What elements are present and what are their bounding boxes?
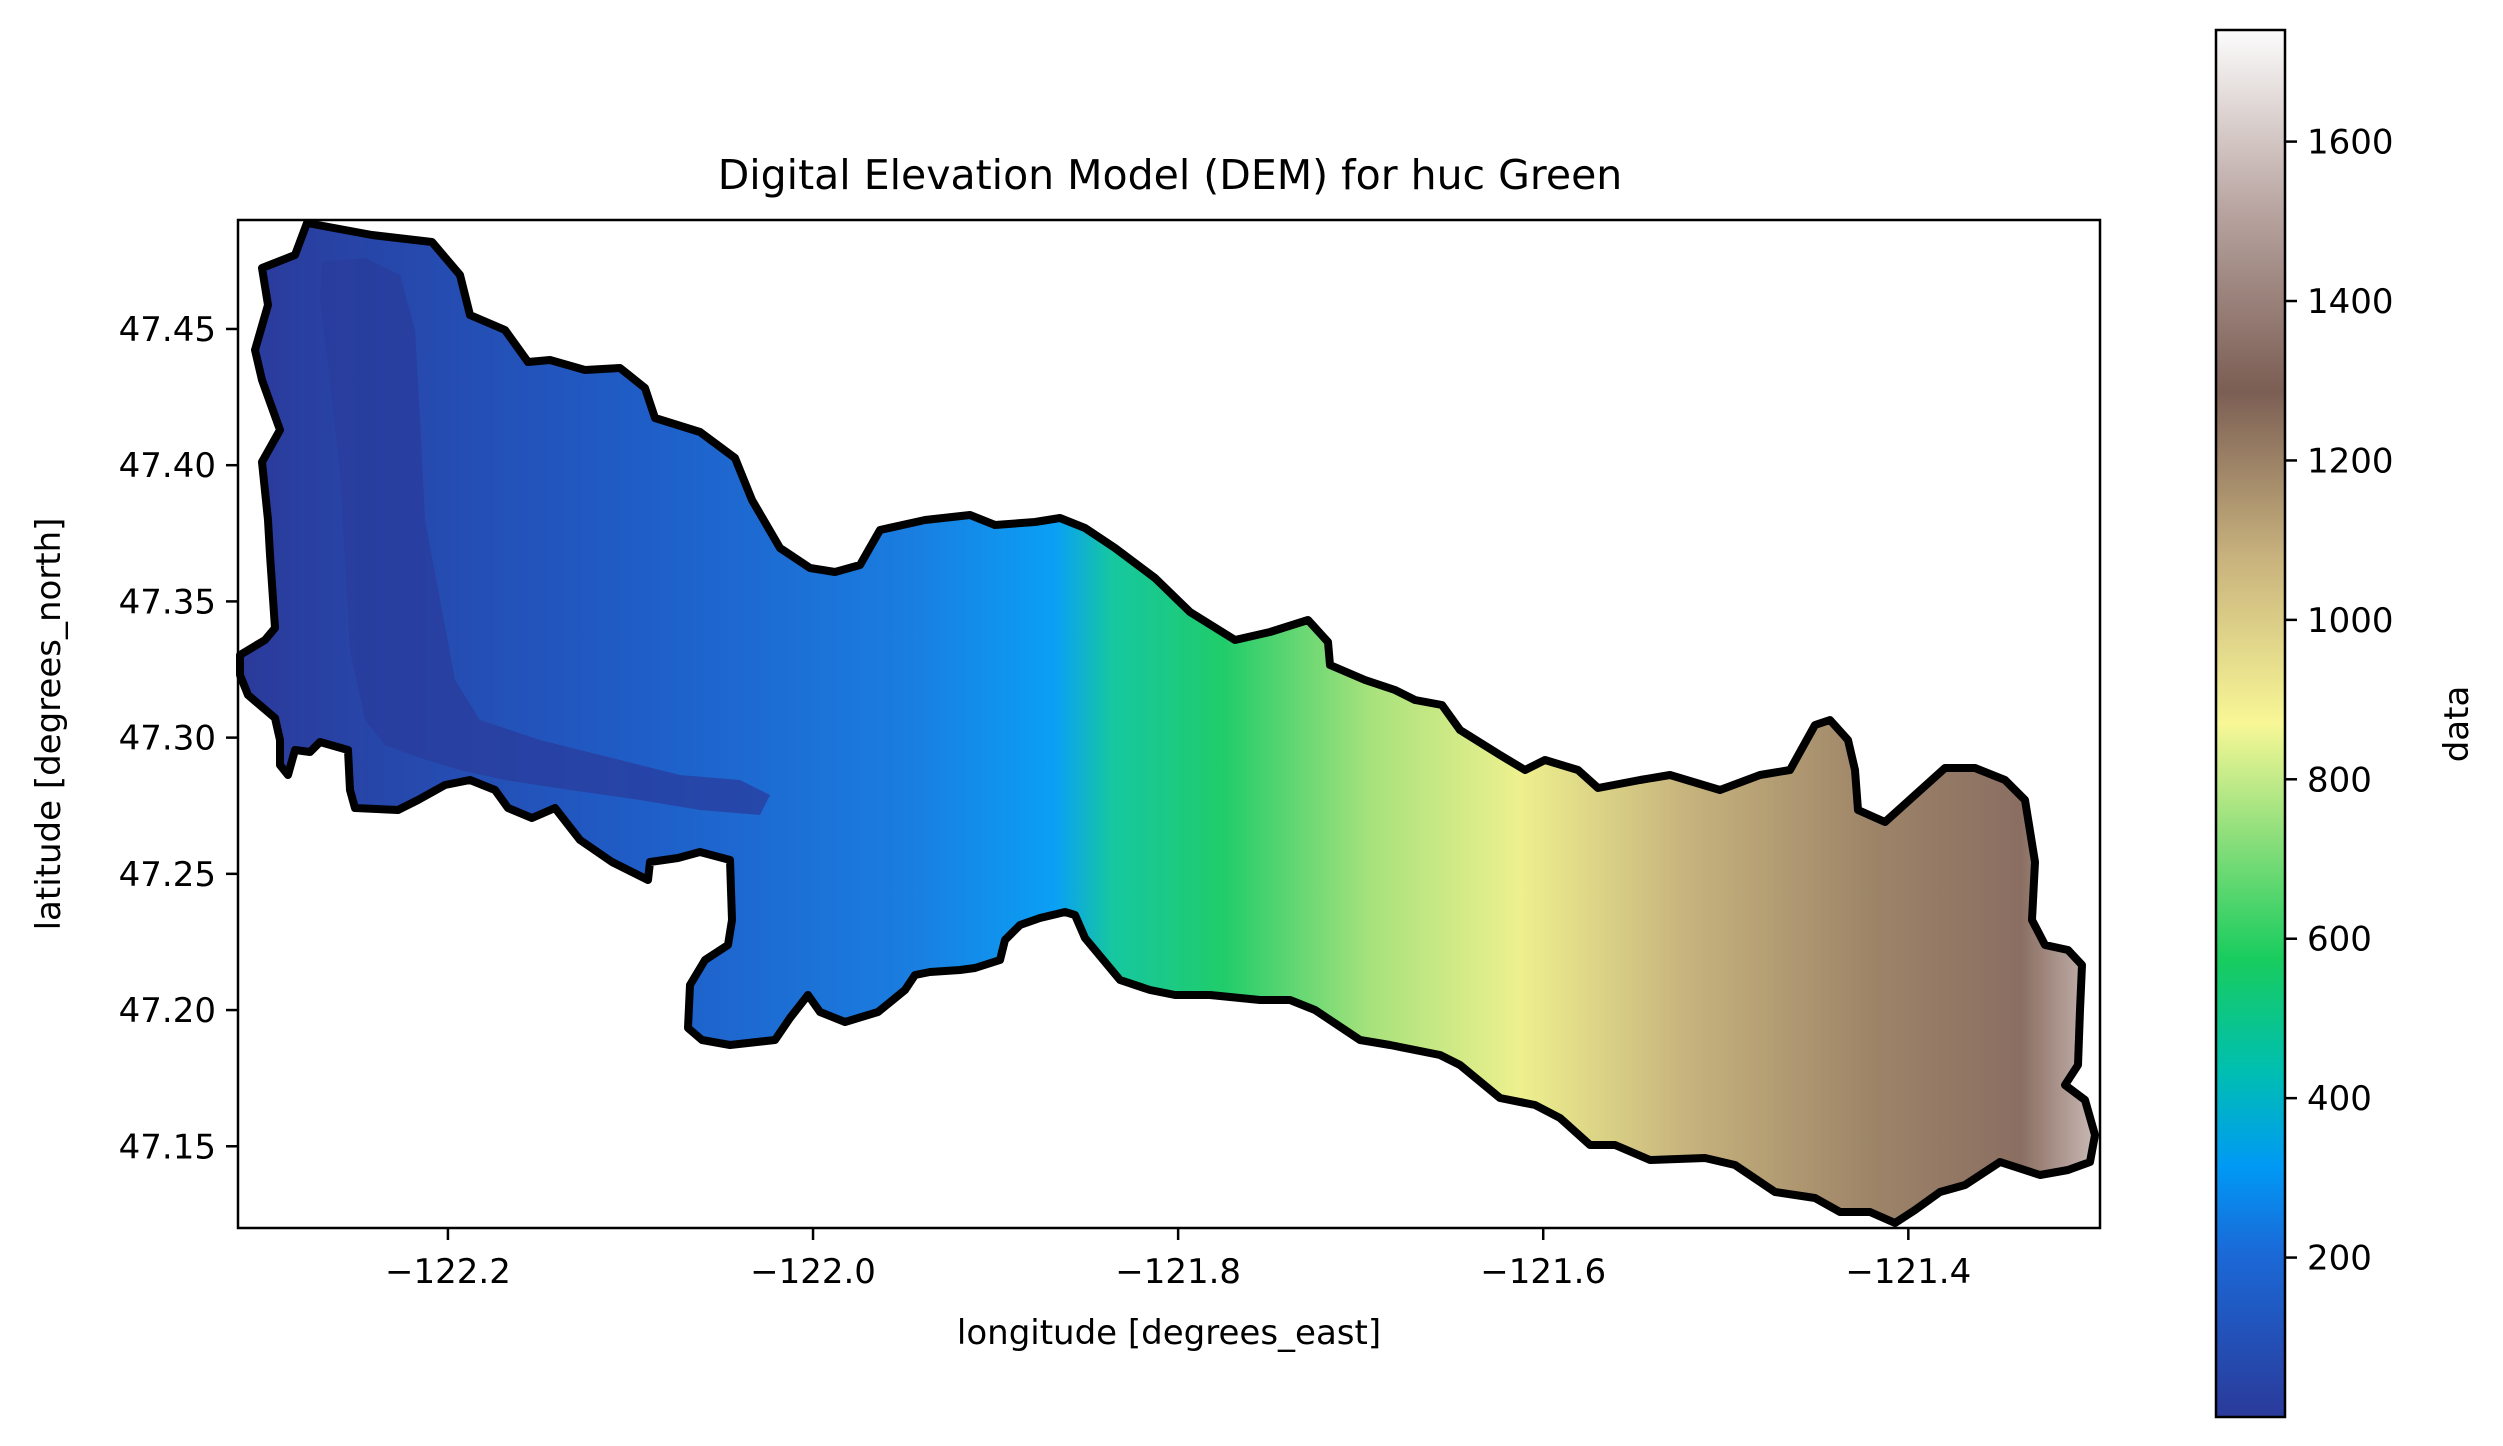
y-tick-label: 47.40	[119, 446, 216, 486]
colorbar-ticks: 200 400 600 800 1000 1200 1400 1600	[2285, 123, 2394, 1279]
y-tick-label: 47.30	[119, 719, 216, 759]
x-tick-label: −122.0	[750, 1252, 876, 1292]
x-axis-label: longitude [degrees_east]	[957, 1313, 1381, 1353]
colorbar-tick-label: 400	[2307, 1079, 2372, 1119]
colorbar-tick-label: 800	[2307, 760, 2372, 800]
watershed-lowland-overlay	[320, 258, 770, 815]
y-tick-label: 47.25	[119, 855, 216, 895]
x-axis-ticks: −122.2 −122.0 −121.8 −121.6 −121.4	[385, 1228, 1971, 1292]
y-tick-label: 47.45	[119, 310, 216, 350]
y-tick-label: 47.35	[119, 582, 216, 622]
y-tick-label: 47.15	[119, 1127, 216, 1167]
x-tick-label: −121.6	[1480, 1252, 1606, 1292]
y-axis-label: latitude [degrees_north]	[29, 518, 69, 931]
colorbar-tick-label: 200	[2307, 1239, 2372, 1279]
y-tick-label: 47.20	[119, 991, 216, 1031]
colorbar-tick-label: 1000	[2307, 601, 2394, 641]
watershed-dem-fill	[240, 223, 2095, 1223]
colorbar-tick-label: 600	[2307, 920, 2372, 960]
colorbar-tick-label: 1600	[2307, 123, 2394, 163]
colorbar	[2214, 28, 2287, 1419]
y-axis-ticks: 47.15 47.20 47.25 47.30 47.35 47.40 47.45	[119, 310, 238, 1167]
chart-title: Digital Elevation Model (DEM) for huc Gr…	[718, 151, 1623, 199]
watershed-boundary	[236, 219, 2099, 1227]
x-tick-label: −121.8	[1115, 1252, 1241, 1292]
colorbar-label: data	[2437, 686, 2477, 763]
watershed-region	[236, 219, 2099, 1227]
plot-frame	[236, 218, 2102, 1230]
x-tick-label: −121.4	[1845, 1252, 1971, 1292]
colorbar-tick-label: 1200	[2307, 441, 2394, 481]
x-tick-label: −122.2	[385, 1252, 511, 1292]
colorbar-tick-label: 1400	[2307, 282, 2394, 322]
